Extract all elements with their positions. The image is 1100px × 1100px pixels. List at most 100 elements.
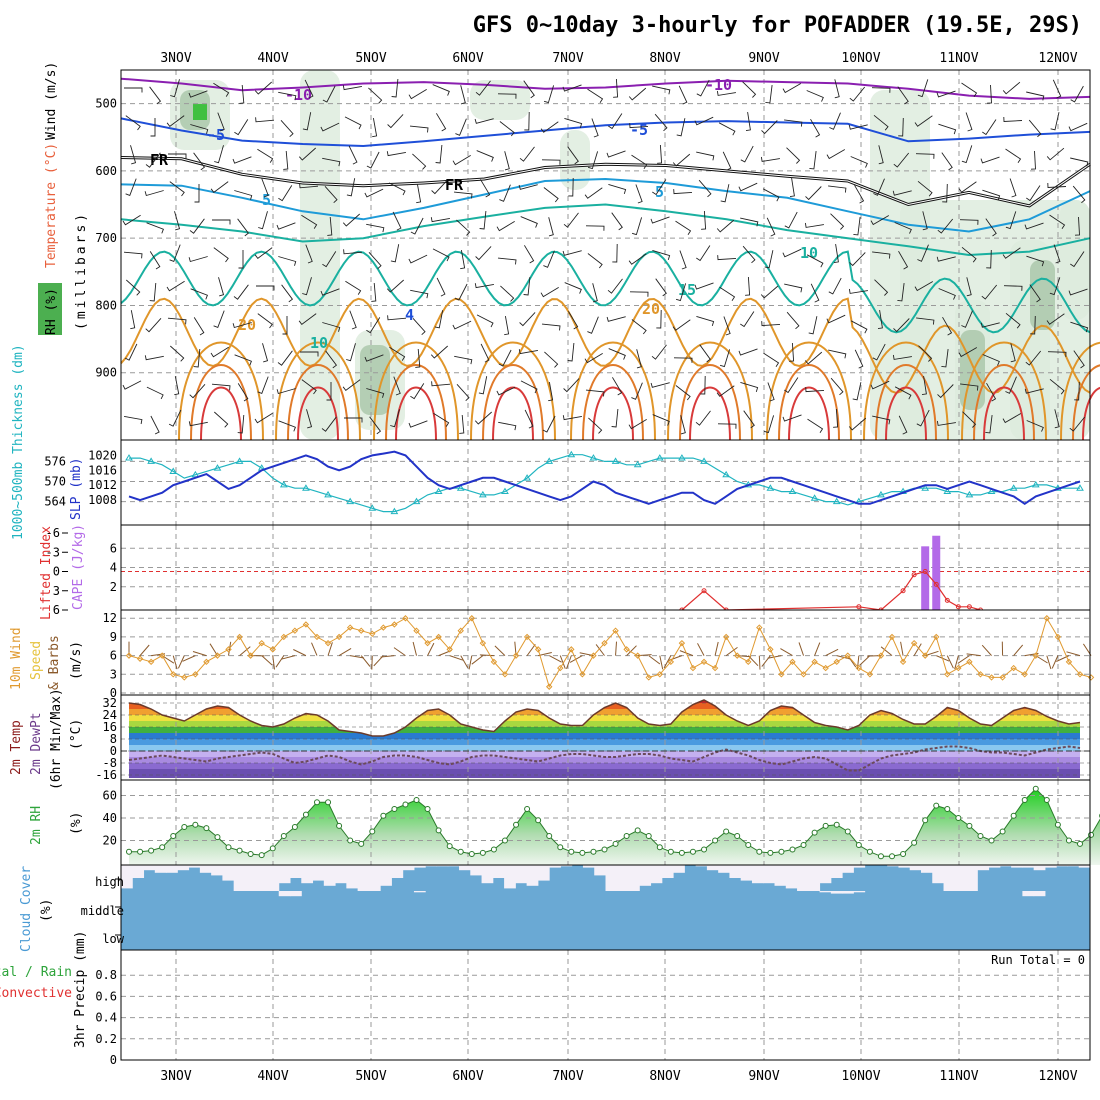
wind-barb — [584, 187, 603, 199]
wind-barb — [807, 418, 824, 433]
wind-speed-point — [203, 658, 210, 666]
wind-barb — [174, 376, 180, 396]
cloud-middle-gap — [278, 891, 291, 897]
rh-side-labels: 2m RH (%) — [29, 806, 84, 845]
cloud-high-gap — [256, 865, 268, 891]
wind-speed-point — [955, 664, 962, 672]
wind-side-labels: 10m Wind Speed & Barbs (m/s) — [9, 627, 84, 690]
top-date-12NOV: 12NOV — [1038, 51, 1077, 66]
precip-tick-0.6: 0.6 — [95, 989, 117, 1003]
rh-point — [192, 821, 199, 828]
wind-barb-10m — [526, 644, 536, 656]
thickness-point — [125, 454, 133, 461]
cloud-high-gap — [751, 865, 764, 884]
wind-barb — [498, 349, 512, 367]
wind-barb — [848, 124, 868, 130]
wind-barb — [548, 217, 554, 237]
wind-tick-6: 6 — [110, 649, 117, 663]
wind-barb — [850, 320, 868, 334]
wind-speed-point — [789, 658, 796, 666]
thickness-point — [766, 484, 775, 491]
cloud-high-gap — [797, 865, 809, 891]
wind-barb — [320, 288, 340, 296]
wind-barb — [696, 79, 710, 97]
wind-barb — [1010, 343, 1016, 363]
wind-barb — [454, 355, 473, 365]
wind-barb-10m — [957, 655, 970, 664]
bottom-date-4NOV: 4NOV — [257, 1069, 288, 1084]
wind-barb — [366, 388, 385, 398]
wind-speed-point — [756, 624, 763, 631]
wind-barb — [327, 216, 333, 236]
lifted-index-point — [933, 581, 939, 587]
thickness-point — [434, 487, 443, 495]
wind-speed-point — [346, 624, 354, 631]
wind-barb — [1025, 350, 1042, 366]
wind-barb — [150, 415, 160, 435]
rh-point — [247, 851, 254, 857]
wind-speed-point — [247, 652, 254, 659]
wind-barb — [213, 247, 229, 263]
date-axes: 3NOV 4NOV 5NOV 6NOV 7NOV 8NOV 9NOV 10NOV 11NOV 12… — [160, 1069, 1077, 1084]
wind-speed-point — [147, 658, 155, 666]
surface-heat-contour — [385, 364, 447, 441]
cloud-high-gap — [605, 865, 618, 891]
cloud-high-gap — [999, 865, 1012, 867]
cloud-high-gap — [1056, 865, 1068, 867]
cape-bar — [921, 546, 930, 610]
wind-barb — [980, 322, 1000, 328]
wind-barb — [828, 185, 847, 193]
wind-barb — [764, 250, 774, 269]
temp-line — [128, 699, 1081, 737]
wind-barb — [368, 251, 382, 270]
cloud-high-gap — [177, 865, 190, 871]
temp2m-label-b: 2m DewPt — [29, 712, 44, 775]
wind-barb — [498, 421, 517, 431]
top-date-5NOV: 5NOV — [355, 51, 386, 66]
wind-barb — [810, 283, 820, 303]
wind-speed-point — [612, 627, 619, 634]
cloud-side-labels: Cloud Cover (%) high middle low — [19, 866, 125, 952]
rh-point — [1010, 812, 1017, 819]
rh-max-patch — [193, 104, 207, 120]
wind-speed-point — [302, 621, 310, 628]
wind-barb — [942, 316, 953, 336]
cloud-high-gap — [481, 865, 494, 884]
dewpoint-line — [128, 745, 1081, 772]
wind-barb — [854, 184, 865, 204]
wind-barb — [740, 217, 759, 227]
cloud-high-gap — [1033, 865, 1046, 871]
wind-barb — [262, 343, 269, 363]
stability-panel: -6 -3 0 3 6 2 4 6 — [46, 524, 1091, 617]
cloud-middle-gap — [842, 891, 854, 894]
wind-barb-10m — [239, 646, 251, 656]
cloud-high-gap — [323, 865, 336, 886]
wind-barb — [941, 152, 953, 171]
wind-barb — [720, 184, 730, 203]
rh-point — [712, 837, 719, 844]
wind-barb-10m — [311, 642, 318, 656]
wind-barb — [193, 152, 206, 171]
wind-barb — [480, 179, 491, 198]
wind-barb — [213, 411, 229, 428]
rh-point — [689, 848, 696, 855]
upper-side-labels: RH (%) Temperature (°C) Wind (m/s) (mill… — [38, 62, 89, 335]
surface-heat-contour — [373, 341, 459, 441]
wind-barb — [743, 410, 755, 429]
wind-barb-10m — [946, 655, 954, 669]
cloud-high-gap — [977, 865, 990, 871]
wind-barb — [302, 112, 312, 131]
wind-barb — [650, 216, 670, 224]
thickness-point — [965, 490, 974, 498]
contour-label: -5 — [207, 126, 225, 144]
wind-barb — [936, 256, 956, 262]
rh-tick-40: 40 — [103, 811, 117, 825]
wind-barb — [168, 409, 182, 427]
wind-barb-10m — [479, 654, 494, 657]
wind-barb — [716, 219, 735, 233]
wind-barb-10m — [566, 655, 572, 669]
wind-speed-point — [380, 624, 387, 631]
wind-barb — [125, 115, 141, 131]
thickness-point — [390, 507, 399, 515]
